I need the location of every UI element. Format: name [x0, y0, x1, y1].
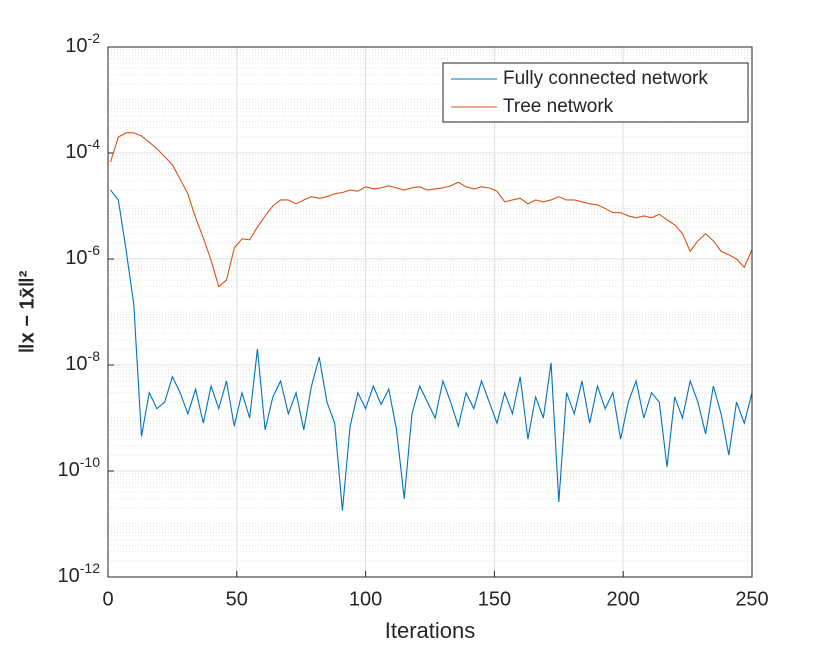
- y-tick-label: 10-2: [65, 30, 100, 58]
- y-tick-exponent: -2: [88, 30, 101, 46]
- y-tick-base: 10: [65, 247, 87, 269]
- y-axis-label: ‖x − 1x̄‖²: [16, 270, 38, 353]
- y-tick-label: 10-6: [65, 242, 100, 270]
- legend-label: Tree network: [503, 96, 614, 117]
- y-tick-label: 10-4: [65, 136, 100, 164]
- axes-box: [107, 46, 753, 578]
- data-line: [110, 189, 753, 511]
- y-tick-label: 10-8: [65, 348, 100, 376]
- y-tick-base: 10: [65, 353, 87, 375]
- y-tick-exponent: -10: [80, 454, 100, 470]
- y-tick-base: 10: [58, 459, 80, 481]
- y-tick-label: 10-12: [58, 560, 101, 588]
- x-tick-label: 150: [478, 588, 511, 610]
- y-tick-base: 10: [58, 565, 80, 587]
- y-tick-exponent: -4: [88, 136, 101, 152]
- x-tick-label: 50: [226, 588, 248, 610]
- legend-label: Fully connected network: [503, 68, 708, 89]
- x-tick-label: 250: [735, 588, 768, 610]
- y-tick-exponent: -6: [88, 242, 101, 258]
- y-tick-label: 10-10: [58, 454, 101, 482]
- legend-box: [442, 62, 749, 123]
- y-tick-exponent: -12: [80, 560, 100, 576]
- x-tick-label: 0: [102, 588, 113, 610]
- data-line: [110, 132, 753, 288]
- y-tick-exponent: -8: [88, 348, 101, 364]
- y-tick-base: 10: [65, 35, 87, 57]
- x-tick-label: 200: [607, 588, 640, 610]
- x-axis-label: Iterations: [385, 618, 476, 643]
- y-tick-base: 10: [65, 141, 87, 163]
- x-tick-label: 100: [349, 588, 382, 610]
